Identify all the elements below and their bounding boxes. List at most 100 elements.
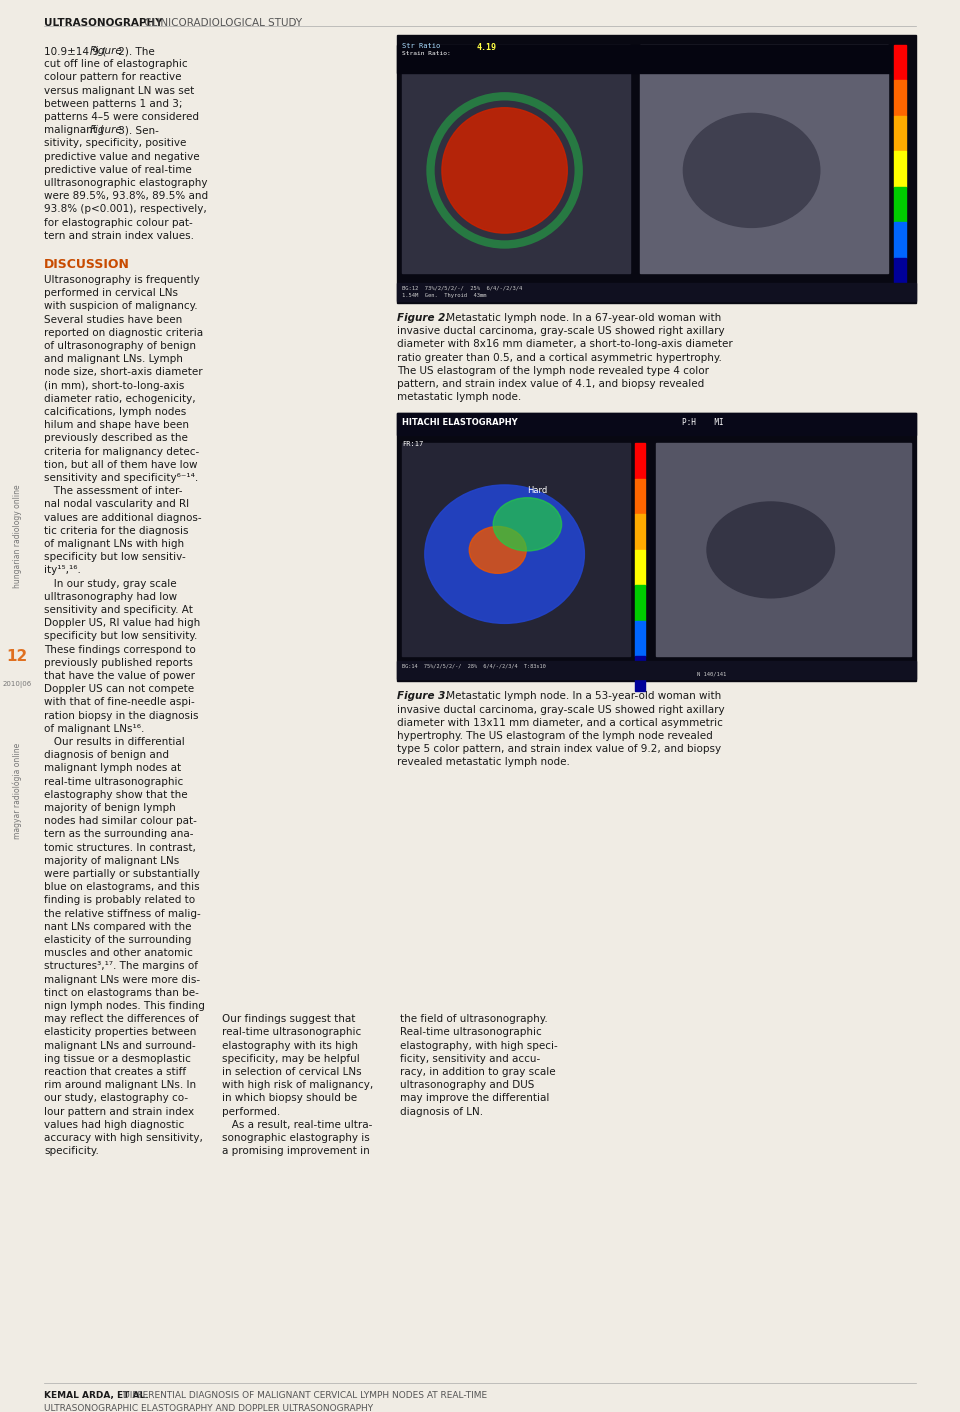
Text: criteria for malignancy detec-: criteria for malignancy detec- <box>44 446 200 456</box>
Text: The US elastogram of the lymph node revealed type 4 color: The US elastogram of the lymph node reve… <box>397 366 709 376</box>
Text: tion, but all of them have low: tion, but all of them have low <box>44 460 198 470</box>
Text: values are additional diagnos-: values are additional diagnos- <box>44 513 202 522</box>
Text: Metastatic lymph node. In a 53-year-old woman with: Metastatic lymph node. In a 53-year-old … <box>443 692 721 702</box>
Text: structures³,¹⁷. The margins of: structures³,¹⁷. The margins of <box>44 962 198 971</box>
Text: elastography show that the: elastography show that the <box>44 789 187 799</box>
Text: Hard: Hard <box>527 486 547 496</box>
Text: (in mm), short-to-long-axis: (in mm), short-to-long-axis <box>44 381 184 391</box>
Text: sensitivity and specificity⁶⁻¹⁴.: sensitivity and specificity⁶⁻¹⁴. <box>44 473 199 483</box>
Text: tinct on elastograms than be-: tinct on elastograms than be- <box>44 988 199 998</box>
Text: blue on elastograms, and this: blue on elastograms, and this <box>44 882 200 892</box>
Text: that have the value of power: that have the value of power <box>44 671 195 681</box>
Text: CLINICORADIOLOGICAL STUDY: CLINICORADIOLOGICAL STUDY <box>141 18 302 28</box>
Text: BG:12  73%/2/5/2/-/  25%  6/4/-/2/3/4: BG:12 73%/2/5/2/-/ 25% 6/4/-/2/3/4 <box>402 285 522 289</box>
Bar <box>397 35 916 304</box>
Text: Figure: Figure <box>90 126 123 136</box>
Text: Our findings suggest that: Our findings suggest that <box>222 1014 355 1024</box>
Text: specificity.: specificity. <box>44 1147 99 1156</box>
Text: of ultrasonography of benign: of ultrasonography of benign <box>44 342 196 352</box>
Text: diameter with 13x11 mm diameter, and a cortical asymmetric: diameter with 13x11 mm diameter, and a c… <box>397 717 723 727</box>
Text: malignant lymph nodes at: malignant lymph nodes at <box>44 764 181 774</box>
Text: ity¹⁵,¹⁶.: ity¹⁵,¹⁶. <box>44 565 81 576</box>
Text: BG:14  75%/2/5/2/-/  28%  6/4/-/2/3/4  T:83s10: BG:14 75%/2/5/2/-/ 28% 6/4/-/2/3/4 T:83s… <box>402 664 545 668</box>
Text: ulltrasonography had low: ulltrasonography had low <box>44 592 178 602</box>
Text: reported on diagnostic criteria: reported on diagnostic criteria <box>44 328 204 337</box>
Text: Figure: Figure <box>90 47 123 56</box>
Bar <box>635 549 645 585</box>
Text: predictive value of real-time: predictive value of real-time <box>44 165 192 175</box>
Text: malignant (: malignant ( <box>44 126 104 136</box>
Text: type 5 color pattern, and strain index value of 9.2, and biopsy: type 5 color pattern, and strain index v… <box>397 744 721 754</box>
Text: Str Ratio: Str Ratio <box>402 42 441 49</box>
Text: performed.: performed. <box>222 1107 280 1117</box>
Text: ulltrasonographic elastography: ulltrasonographic elastography <box>44 178 207 188</box>
Text: tic criteria for the diagnosis: tic criteria for the diagnosis <box>44 525 188 535</box>
Text: Doppler US can not compete: Doppler US can not compete <box>44 685 194 695</box>
Text: elastography with its high: elastography with its high <box>222 1041 358 1051</box>
Text: pattern, and strain index value of 4.1, and biopsy revealed: pattern, and strain index value of 4.1, … <box>397 378 705 388</box>
Text: calcifications, lymph nodes: calcifications, lymph nodes <box>44 407 186 417</box>
Text: of malignant LNs¹⁶.: of malignant LNs¹⁶. <box>44 724 144 734</box>
Text: ultrasonography and DUS: ultrasonography and DUS <box>400 1080 535 1090</box>
Text: Our results in differential: Our results in differential <box>44 737 184 747</box>
Text: Real-time ultrasonographic: Real-time ultrasonographic <box>400 1028 541 1038</box>
Text: Metastatic lymph node. In a 67-year-old woman with: Metastatic lymph node. In a 67-year-old … <box>443 313 721 323</box>
Bar <box>635 479 645 514</box>
Text: versus malignant LN was set: versus malignant LN was set <box>44 86 194 96</box>
Text: ULTRASONOGRAPHIC ELASTOGRAPHY AND DOPPLER ULTRASONOGRAPHY: ULTRASONOGRAPHIC ELASTOGRAPHY AND DOPPLE… <box>44 1404 373 1412</box>
Text: with high risk of malignancy,: with high risk of malignancy, <box>222 1080 373 1090</box>
Text: DISCUSSION: DISCUSSION <box>44 258 130 271</box>
Ellipse shape <box>469 527 526 573</box>
Text: in selection of cervical LNs: in selection of cervical LNs <box>222 1067 362 1077</box>
Bar <box>635 443 645 479</box>
Text: revealed metastatic lymph node.: revealed metastatic lymph node. <box>397 757 570 767</box>
Ellipse shape <box>684 113 820 227</box>
Text: of malignant LNs with high: of malignant LNs with high <box>44 539 184 549</box>
Text: ing tissue or a desmoplastic: ing tissue or a desmoplastic <box>44 1053 191 1063</box>
Text: hilum and shape have been: hilum and shape have been <box>44 421 189 431</box>
Text: specificity but low sensitivity.: specificity but low sensitivity. <box>44 631 198 641</box>
Text: were partially or substantially: were partially or substantially <box>44 868 200 880</box>
Text: may improve the differential: may improve the differential <box>400 1093 549 1103</box>
Bar <box>894 151 906 186</box>
Text: finding is probably related to: finding is probably related to <box>44 895 195 905</box>
Text: 3). Sen-: 3). Sen- <box>115 126 159 136</box>
Text: P:H    MI: P:H MI <box>683 418 724 428</box>
Text: Figure 3.: Figure 3. <box>397 692 449 702</box>
Text: majority of benign lymph: majority of benign lymph <box>44 803 176 813</box>
Bar <box>635 585 645 620</box>
Bar <box>894 45 906 80</box>
Ellipse shape <box>493 497 562 551</box>
Text: Several studies have been: Several studies have been <box>44 315 182 325</box>
Text: nodes had similar colour pat-: nodes had similar colour pat- <box>44 816 197 826</box>
Text: The assessment of inter-: The assessment of inter- <box>44 486 182 496</box>
Text: ratio greater than 0.5, and a cortical asymmetric hypertrophy.: ratio greater than 0.5, and a cortical a… <box>397 353 722 363</box>
Bar <box>397 282 916 301</box>
Bar <box>640 45 888 273</box>
Text: In our study, gray scale: In our study, gray scale <box>44 579 177 589</box>
Text: ration biopsy in the diagnosis: ration biopsy in the diagnosis <box>44 710 199 720</box>
Text: tern and strain index values.: tern and strain index values. <box>44 230 194 241</box>
Bar <box>635 514 645 549</box>
Bar <box>635 620 645 657</box>
Text: sensitivity and specificity. At: sensitivity and specificity. At <box>44 604 193 616</box>
Text: racy, in addition to gray scale: racy, in addition to gray scale <box>400 1067 556 1077</box>
Text: sitivity, specificity, positive: sitivity, specificity, positive <box>44 138 186 148</box>
Text: may reflect the differences of: may reflect the differences of <box>44 1014 199 1024</box>
Bar <box>894 222 906 257</box>
Text: DIFFERENTIAL DIAGNOSIS OF MALIGNANT CERVICAL LYMPH NODES AT REAL-TIME: DIFFERENTIAL DIAGNOSIS OF MALIGNANT CERV… <box>120 1391 487 1401</box>
Text: and malignant LNs. Lymph: and malignant LNs. Lymph <box>44 354 182 364</box>
Text: Figure 2.: Figure 2. <box>397 313 449 323</box>
Bar <box>397 414 916 435</box>
Text: 2). The: 2). The <box>115 47 155 56</box>
Ellipse shape <box>424 484 585 623</box>
Bar <box>894 186 906 222</box>
Text: for elastographic colour pat-: for elastographic colour pat- <box>44 217 193 227</box>
Text: muscles and other anatomic: muscles and other anatomic <box>44 949 193 959</box>
Text: Strain Ratio:: Strain Ratio: <box>402 51 451 56</box>
Text: accuracy with high sensitivity,: accuracy with high sensitivity, <box>44 1132 203 1142</box>
Text: invasive ductal carcinoma, gray-scale US showed right axillary: invasive ductal carcinoma, gray-scale US… <box>397 326 725 336</box>
Text: Ultrasonography is frequently: Ultrasonography is frequently <box>44 275 200 285</box>
Text: 4.19: 4.19 <box>477 42 497 52</box>
Text: cut off line of elastographic: cut off line of elastographic <box>44 59 187 69</box>
